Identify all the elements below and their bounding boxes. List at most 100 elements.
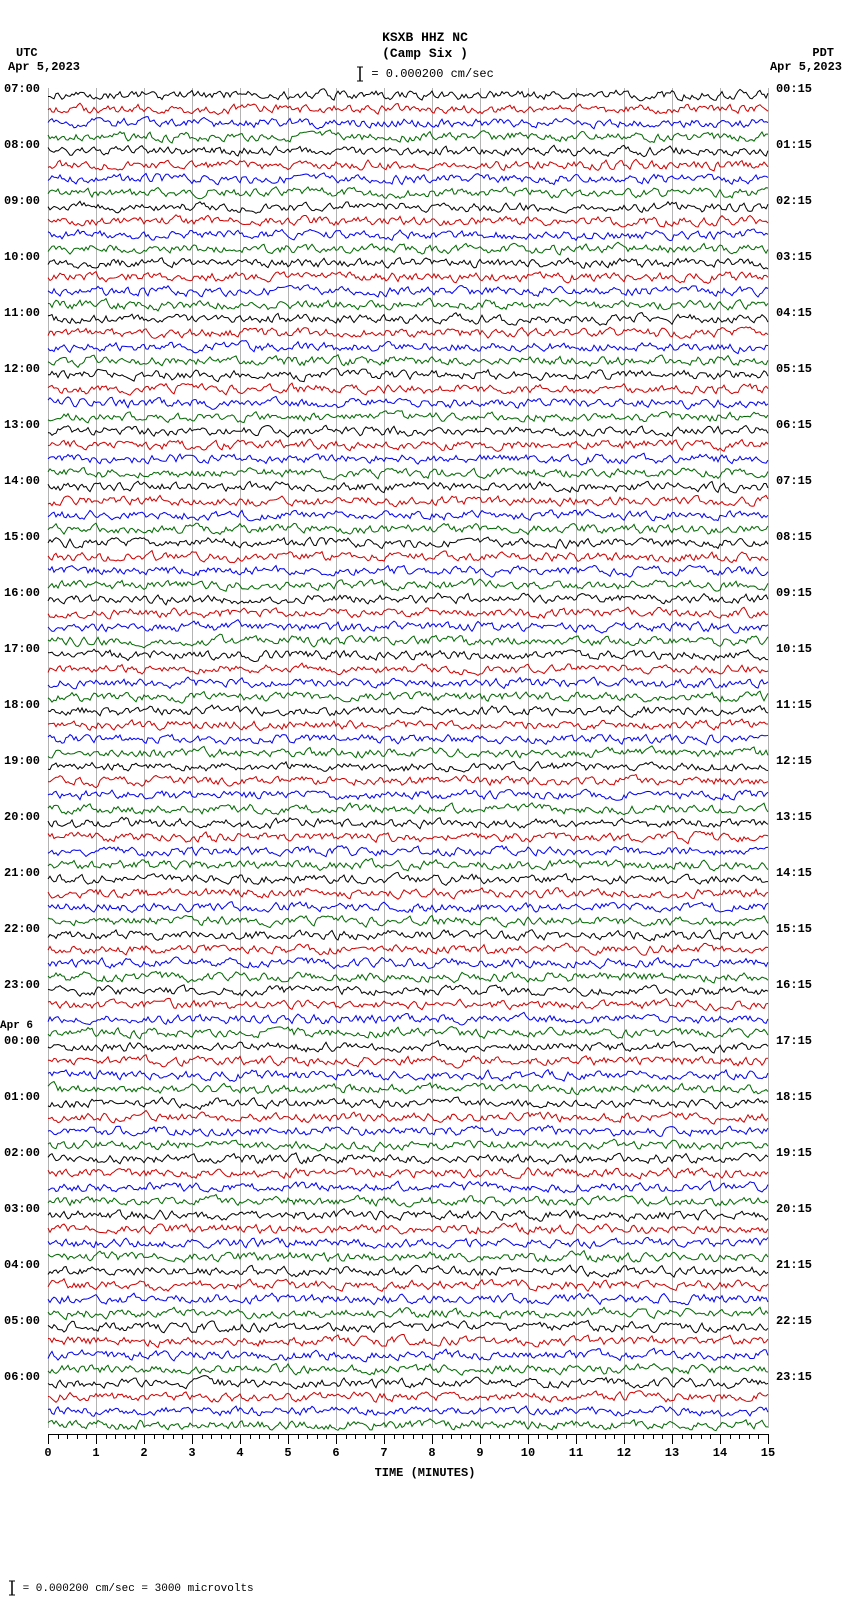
seismic-trace <box>48 942 768 956</box>
utc-time-label: 03:00 <box>4 1202 40 1216</box>
x-minor-tick <box>470 1434 471 1439</box>
seismic-trace <box>48 1152 768 1166</box>
seismic-trace <box>48 620 768 634</box>
pdt-time-label: 04:15 <box>776 306 812 320</box>
utc-time-label: 02:00 <box>4 1146 40 1160</box>
pdt-time-label: 09:15 <box>776 586 812 600</box>
seismic-trace <box>48 886 768 900</box>
x-minor-tick <box>394 1434 395 1439</box>
seismic-trace <box>48 424 768 438</box>
x-major-tick <box>624 1434 625 1444</box>
seismic-trace <box>48 256 768 270</box>
station-subtitle: (Camp Six ) <box>0 46 850 61</box>
pdt-time-label: 11:15 <box>776 698 812 712</box>
seismic-trace <box>48 116 768 130</box>
seismic-trace <box>48 340 768 354</box>
seismic-trace <box>48 144 768 158</box>
seismic-trace <box>48 578 768 592</box>
utc-time-label: 09:00 <box>4 194 40 208</box>
seismic-trace <box>48 956 768 970</box>
pdt-time-label: 12:15 <box>776 754 812 768</box>
x-minor-tick <box>173 1434 174 1439</box>
x-major-tick <box>672 1434 673 1444</box>
x-axis-label: TIME (MINUTES) <box>0 1466 850 1480</box>
seismic-trace <box>48 228 768 242</box>
scale-bar-icon <box>8 1580 16 1596</box>
x-tick-label: 4 <box>236 1446 243 1460</box>
x-minor-tick <box>701 1434 702 1439</box>
x-minor-tick <box>211 1434 212 1439</box>
utc-time-label: 13:00 <box>4 418 40 432</box>
x-minor-tick <box>730 1434 731 1439</box>
seismic-trace <box>48 592 768 606</box>
station-title: KSXB HHZ NC <box>0 30 850 45</box>
seismic-trace <box>48 354 768 368</box>
x-minor-tick <box>643 1434 644 1439</box>
utc-time-label: 22:00 <box>4 922 40 936</box>
seismic-trace <box>48 564 768 578</box>
seismic-trace <box>48 312 768 326</box>
x-minor-tick <box>538 1434 539 1439</box>
x-minor-tick <box>422 1434 423 1439</box>
seismic-trace <box>48 914 768 928</box>
seismic-trace <box>48 1250 768 1264</box>
seismic-trace <box>48 368 768 382</box>
seismic-trace <box>48 1236 768 1250</box>
x-minor-tick <box>67 1434 68 1439</box>
utc-time-label: 19:00 <box>4 754 40 768</box>
seismic-trace <box>48 242 768 256</box>
x-minor-tick <box>662 1434 663 1439</box>
x-tick-label: 15 <box>761 1446 775 1460</box>
x-minor-tick <box>634 1434 635 1439</box>
seismic-trace <box>48 606 768 620</box>
pdt-time-label: 22:15 <box>776 1314 812 1328</box>
seismic-trace <box>48 900 768 914</box>
x-minor-tick <box>317 1434 318 1439</box>
x-minor-tick <box>259 1434 260 1439</box>
seismic-trace <box>48 1320 768 1334</box>
x-minor-tick <box>326 1434 327 1439</box>
x-tick-label: 6 <box>332 1446 339 1460</box>
seismic-trace <box>48 690 768 704</box>
seismic-trace <box>48 970 768 984</box>
seismic-trace <box>48 1138 768 1152</box>
seismic-trace <box>48 774 768 788</box>
left-timezone: UTC <box>16 46 38 60</box>
seismic-trace <box>48 718 768 732</box>
x-minor-tick <box>58 1434 59 1439</box>
utc-time-label: 01:00 <box>4 1090 40 1104</box>
seismic-trace <box>48 1376 768 1390</box>
seismic-trace <box>48 1054 768 1068</box>
seismic-trace <box>48 466 768 480</box>
pdt-time-label: 03:15 <box>776 250 812 264</box>
x-minor-tick <box>653 1434 654 1439</box>
x-minor-tick <box>221 1434 222 1439</box>
seismic-trace <box>48 1404 768 1418</box>
x-minor-tick <box>413 1434 414 1439</box>
seismic-trace <box>48 1040 768 1054</box>
x-minor-tick <box>605 1434 606 1439</box>
seismic-trace <box>48 1110 768 1124</box>
x-minor-tick <box>509 1434 510 1439</box>
utc-time-label: 20:00 <box>4 810 40 824</box>
seismic-trace <box>48 1194 768 1208</box>
x-minor-tick <box>250 1434 251 1439</box>
seismic-trace <box>48 802 768 816</box>
left-date: Apr 5,2023 <box>8 60 80 74</box>
footer-text: = 0.000200 cm/sec = 3000 microvolts <box>23 1583 254 1595</box>
x-axis-line <box>48 1434 768 1435</box>
utc-time-label: 21:00 <box>4 866 40 880</box>
seismic-trace <box>48 186 768 200</box>
seismic-trace <box>48 298 768 312</box>
gridline <box>768 88 769 1428</box>
seismic-trace <box>48 1222 768 1236</box>
x-minor-tick <box>154 1434 155 1439</box>
x-minor-tick <box>182 1434 183 1439</box>
x-minor-tick <box>547 1434 548 1439</box>
x-major-tick <box>576 1434 577 1444</box>
seismic-trace <box>48 1278 768 1292</box>
x-minor-tick <box>115 1434 116 1439</box>
pdt-time-label: 05:15 <box>776 362 812 376</box>
utc-time-label: 04:00 <box>4 1258 40 1272</box>
pdt-time-label: 14:15 <box>776 866 812 880</box>
